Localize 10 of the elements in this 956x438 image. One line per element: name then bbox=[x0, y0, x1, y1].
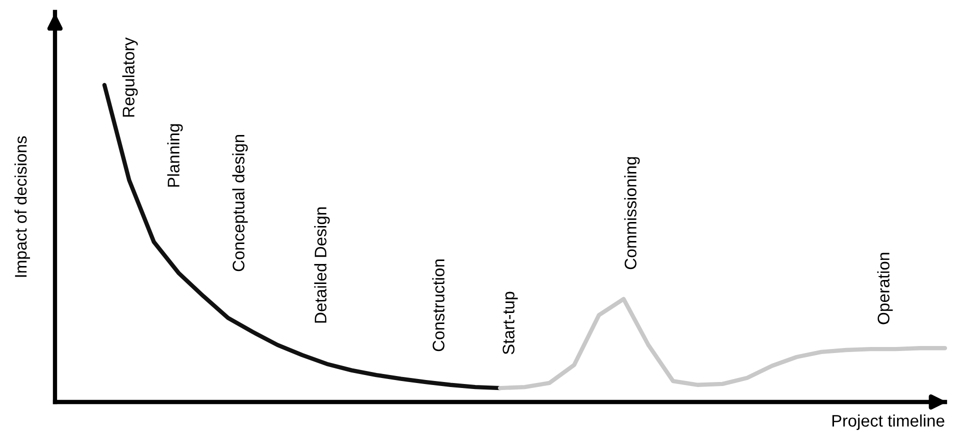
annotation: Operation bbox=[877, 252, 893, 324]
x-axis-title: Project timeline bbox=[832, 414, 944, 430]
annotation: Start-tup bbox=[502, 292, 518, 354]
annotation: Conceptual design bbox=[232, 135, 248, 272]
y-axis-title: Impact of decisions bbox=[14, 136, 30, 277]
annotation: Construction bbox=[432, 260, 444, 352]
annotation: Regulatory bbox=[122, 37, 138, 117]
annotation: Detailed Design bbox=[314, 207, 330, 323]
annotation: Planning bbox=[167, 124, 183, 187]
annotation: Commissioning bbox=[624, 157, 640, 270]
